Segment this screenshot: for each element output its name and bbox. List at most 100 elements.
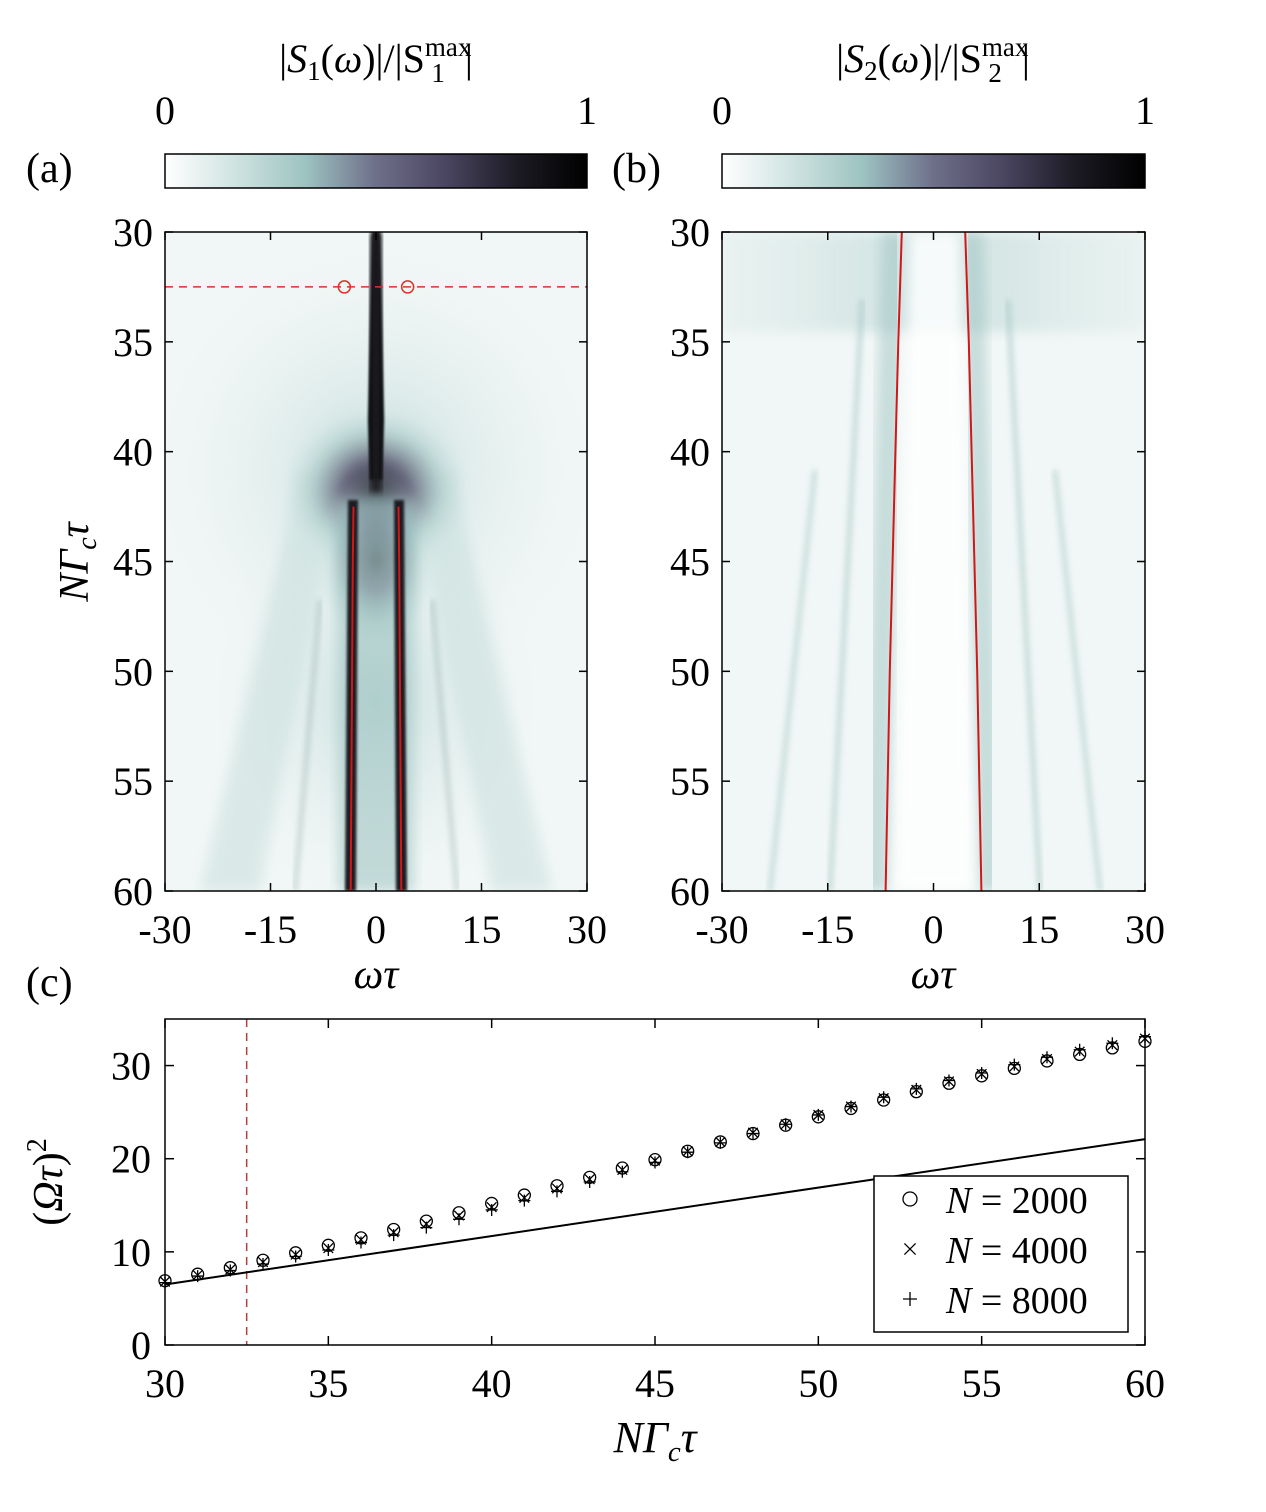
heatmap-b-overlay	[884, 231, 983, 892]
y-tick-label: 45	[670, 540, 710, 585]
y-tick-label: 35	[113, 320, 153, 365]
data-point-plus	[1041, 1051, 1053, 1064]
data-point-plus	[485, 1203, 498, 1216]
heatmap-b-axes: -30 -15 0 15 30 30 35 40 45 50 55 60	[670, 210, 1165, 952]
legend-label: N = 8000	[945, 1280, 1088, 1322]
y-tick-label: 40	[113, 430, 153, 475]
data-point-plus	[257, 1257, 269, 1270]
data-point-plus	[453, 1213, 465, 1226]
data-point-plus	[747, 1127, 759, 1140]
y-tick-label: 50	[670, 649, 710, 694]
theory-line	[164, 1138, 1146, 1286]
x-tick-label: 30	[567, 907, 607, 952]
colorbar-b: |S2(ω)|/|Smax 2 | 0 1	[712, 32, 1155, 189]
peak-line	[397, 506, 403, 892]
x-tick-label: 50	[798, 1361, 838, 1406]
heatmap-b-image	[722, 232, 1145, 891]
legend-label: N = 2000	[945, 1180, 1088, 1222]
colorbar-b-bar	[721, 153, 1146, 189]
data-point-plus	[845, 1100, 857, 1113]
data-point-plus	[903, 1292, 917, 1306]
legend-label: N = 4000	[945, 1230, 1088, 1272]
x-tick-label: 60	[1125, 1361, 1165, 1406]
heatmap-b: -30 -15 0 15 30 30 35 40 45 50 55 60 ωτ	[670, 210, 1165, 998]
data-point-plus	[910, 1082, 923, 1095]
data-point-plus	[943, 1074, 955, 1087]
x-tick-label: 55	[962, 1361, 1002, 1406]
heatmap-a: -30 -15 0 15 30 30 35 40 45 50 55 60 ωτ NΓcτ	[52, 210, 607, 998]
data-point-plus	[518, 1194, 531, 1207]
x-tick-label: 0	[366, 907, 386, 952]
data-point-plus	[355, 1236, 367, 1249]
data-point-plus	[420, 1221, 433, 1234]
heatmap-a-xlabel: ωτ	[354, 952, 401, 998]
scatter-c-ylabel: (Ωτ)2	[22, 1138, 72, 1225]
panel-label-a: (a)	[26, 146, 73, 192]
data-point-plus	[551, 1185, 563, 1198]
x-tick-label: 30	[1125, 907, 1165, 952]
data-point-plus	[681, 1146, 694, 1159]
data-point-plus	[322, 1243, 335, 1256]
data-point-plus	[975, 1067, 988, 1080]
x-tick-label: 0	[924, 907, 944, 952]
y-tick-label: 30	[670, 210, 710, 255]
heatmap-a-ylabel: NΓcτ	[52, 520, 103, 602]
scatter-c-xlabel: NΓcτ	[612, 1413, 698, 1468]
data-point-plus	[877, 1091, 890, 1104]
y-tick-label: 55	[113, 759, 153, 804]
data-point-plus	[714, 1136, 727, 1149]
data-point-plus	[616, 1165, 629, 1178]
y-tick-label: 0	[131, 1323, 151, 1368]
y-tick-label: 40	[670, 430, 710, 475]
x-tick-label: 15	[1019, 907, 1059, 952]
x-tick-label: 30	[145, 1361, 185, 1406]
legend-entries: N = 2000 N = 4000 N = 8000	[902, 1180, 1088, 1322]
panel-label-c: (c)	[26, 960, 73, 1006]
marked-point	[400, 280, 415, 294]
y-tick-label: 30	[113, 210, 153, 255]
data-point-plus	[1008, 1058, 1021, 1071]
y-tick-label: 35	[670, 320, 710, 365]
heatmap-a-overlay	[165, 280, 587, 892]
marked-point	[337, 280, 352, 294]
data-point-plus	[289, 1250, 302, 1263]
data-point-plus	[191, 1270, 204, 1283]
scatter-c: 30 35 40 45 50 55 60 0 10 20 30 NΓcτ (Ωτ)2 N = 200…	[22, 1018, 1165, 1468]
peak-line	[884, 231, 903, 892]
x-tick-label: -30	[695, 907, 748, 952]
colorbar-a-title: |S1(ω)|/|Smax 1 |	[279, 32, 473, 88]
panel-label-b: (b)	[612, 146, 661, 192]
peak-line	[964, 231, 983, 892]
x-tick-label: -15	[801, 907, 854, 952]
y-tick-label: 55	[670, 759, 710, 804]
y-tick-label: 50	[113, 649, 153, 694]
data-point-plus	[1073, 1043, 1086, 1056]
data-point-plus	[812, 1108, 825, 1121]
y-tick-label: 30	[111, 1044, 151, 1089]
data-point-plus	[224, 1264, 237, 1277]
colorbar-a-bar	[164, 153, 588, 189]
data-point-plus	[779, 1118, 792, 1131]
y-tick-label: 60	[113, 869, 153, 914]
scatter-c-legend: N = 2000 N = 4000 N = 8000	[873, 1175, 1129, 1333]
heatmap-a-axes: -30 -15 0 15 30 30 35 40 45 50 55 60	[113, 210, 607, 952]
x-tick-label: 45	[635, 1361, 675, 1406]
y-tick-label: 10	[111, 1230, 151, 1275]
scatter-c-axes: 30 35 40 45 50 55 60 0 10 20 30	[111, 1019, 1165, 1406]
data-point-circle	[902, 1191, 918, 1207]
colorbar-a: |S1(ω)|/|Smax 1 | 0 1	[155, 32, 597, 189]
data-point-plus	[649, 1156, 661, 1169]
data-point-plus	[387, 1229, 400, 1242]
data-point-plus	[1106, 1037, 1119, 1050]
heatmap-b-xlabel: ωτ	[911, 952, 958, 998]
peak-line	[349, 506, 355, 892]
data-point-cross	[903, 1242, 917, 1256]
colorbar-b-title: |S2(ω)|/|Smax 2 |	[836, 32, 1030, 88]
colorbar-b-min-label: 0	[712, 88, 732, 133]
x-tick-label: -15	[244, 907, 297, 952]
y-tick-label: 60	[670, 869, 710, 914]
colorbar-b-max-label: 1	[1135, 88, 1155, 133]
y-tick-label: 45	[113, 540, 153, 585]
colorbar-a-max-label: 1	[577, 88, 597, 133]
